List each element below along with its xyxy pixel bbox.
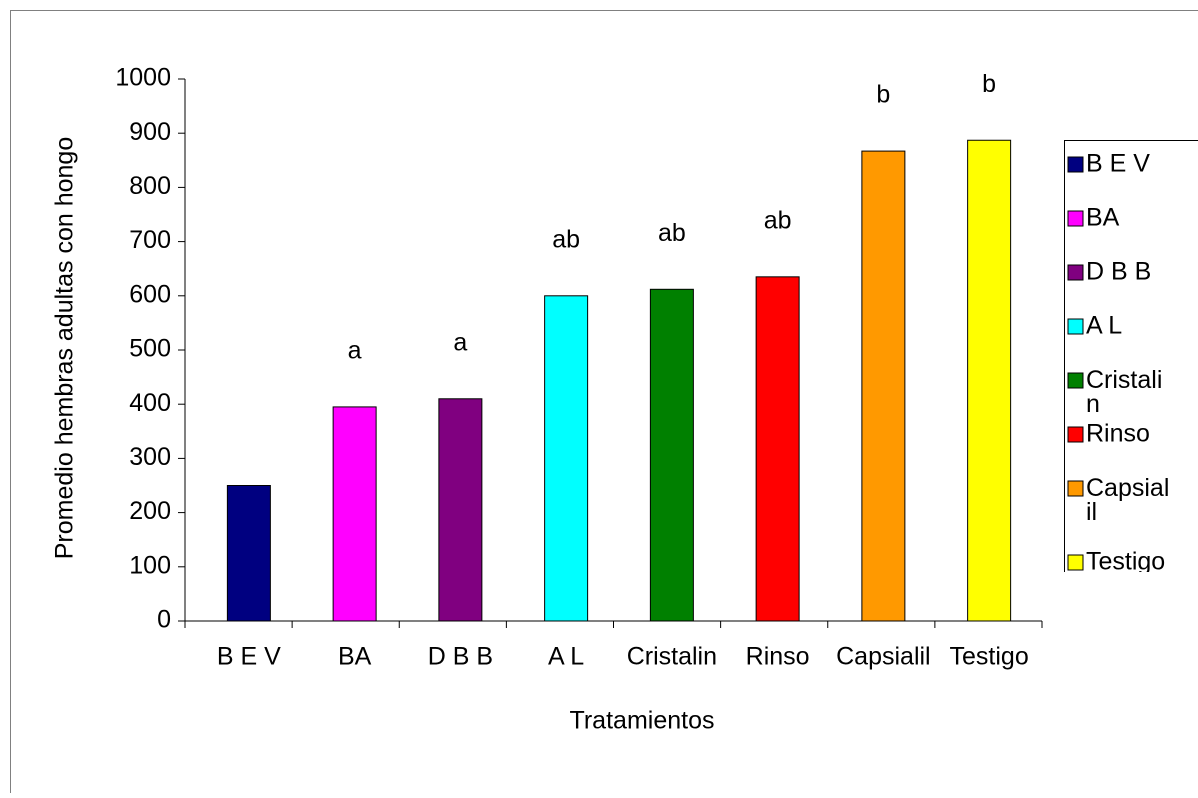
bar-annotation: b: [982, 70, 996, 98]
bar-annotation: ab: [552, 225, 580, 253]
x-tick-label: BA: [338, 643, 372, 671]
y-tick-label: 400: [129, 389, 171, 417]
legend-swatch: [1068, 481, 1083, 496]
y-axis-label: Promedio hembras adultas con hongo: [51, 137, 79, 560]
y-tick-label: 300: [129, 443, 171, 471]
y-tick-label: 500: [129, 335, 171, 363]
y-tick-label: 0: [157, 606, 171, 634]
legend-label: B E V: [1086, 150, 1150, 178]
bar-annotation: a: [348, 337, 362, 365]
bar: [968, 140, 1011, 621]
y-tick-label: 1000: [115, 64, 171, 92]
bar: [862, 151, 905, 621]
bar: [439, 399, 482, 621]
legend-swatch: [1068, 265, 1083, 280]
x-tick-label: D B B: [428, 643, 493, 671]
bar: [333, 407, 376, 621]
legend-swatch: [1068, 373, 1083, 388]
legend-swatch: [1068, 211, 1083, 226]
legend-label: A L: [1086, 312, 1122, 340]
chart-frame: [11, 11, 1198, 794]
legend-swatch: [1068, 427, 1083, 442]
legend-label: BA: [1086, 204, 1120, 232]
y-tick-label: 200: [129, 497, 171, 525]
legend-label: Testigo: [1086, 548, 1165, 576]
y-tick-label: 600: [129, 280, 171, 308]
bar: [650, 289, 693, 621]
legend-swatch: [1068, 157, 1083, 172]
legend-label: D B B: [1086, 258, 1151, 286]
legend-label: Rinso: [1086, 420, 1150, 448]
x-tick-label: Capsialil: [836, 643, 930, 671]
legend-box: [1065, 141, 1198, 573]
bar: [227, 486, 270, 622]
x-axis-label: Tratamientos: [570, 707, 715, 735]
bar-annotation: ab: [658, 219, 686, 247]
y-tick-label: 700: [129, 226, 171, 254]
bar-annotation: a: [453, 328, 467, 356]
x-tick-label: A L: [548, 643, 584, 671]
y-tick-label: 800: [129, 172, 171, 200]
x-tick-label: Testigo: [950, 643, 1029, 671]
bar-annotation: b: [876, 81, 890, 109]
y-tick-label: 100: [129, 551, 171, 579]
bar-annotation: ab: [764, 206, 792, 234]
x-tick-label: Rinso: [746, 643, 810, 671]
x-tick-label: Cristalin: [627, 643, 717, 671]
bar: [545, 296, 588, 621]
x-tick-label: B E V: [217, 643, 281, 671]
bar: [756, 277, 799, 621]
y-tick-label: 900: [129, 118, 171, 146]
legend-swatch: [1068, 555, 1083, 570]
legend-swatch: [1068, 319, 1083, 334]
